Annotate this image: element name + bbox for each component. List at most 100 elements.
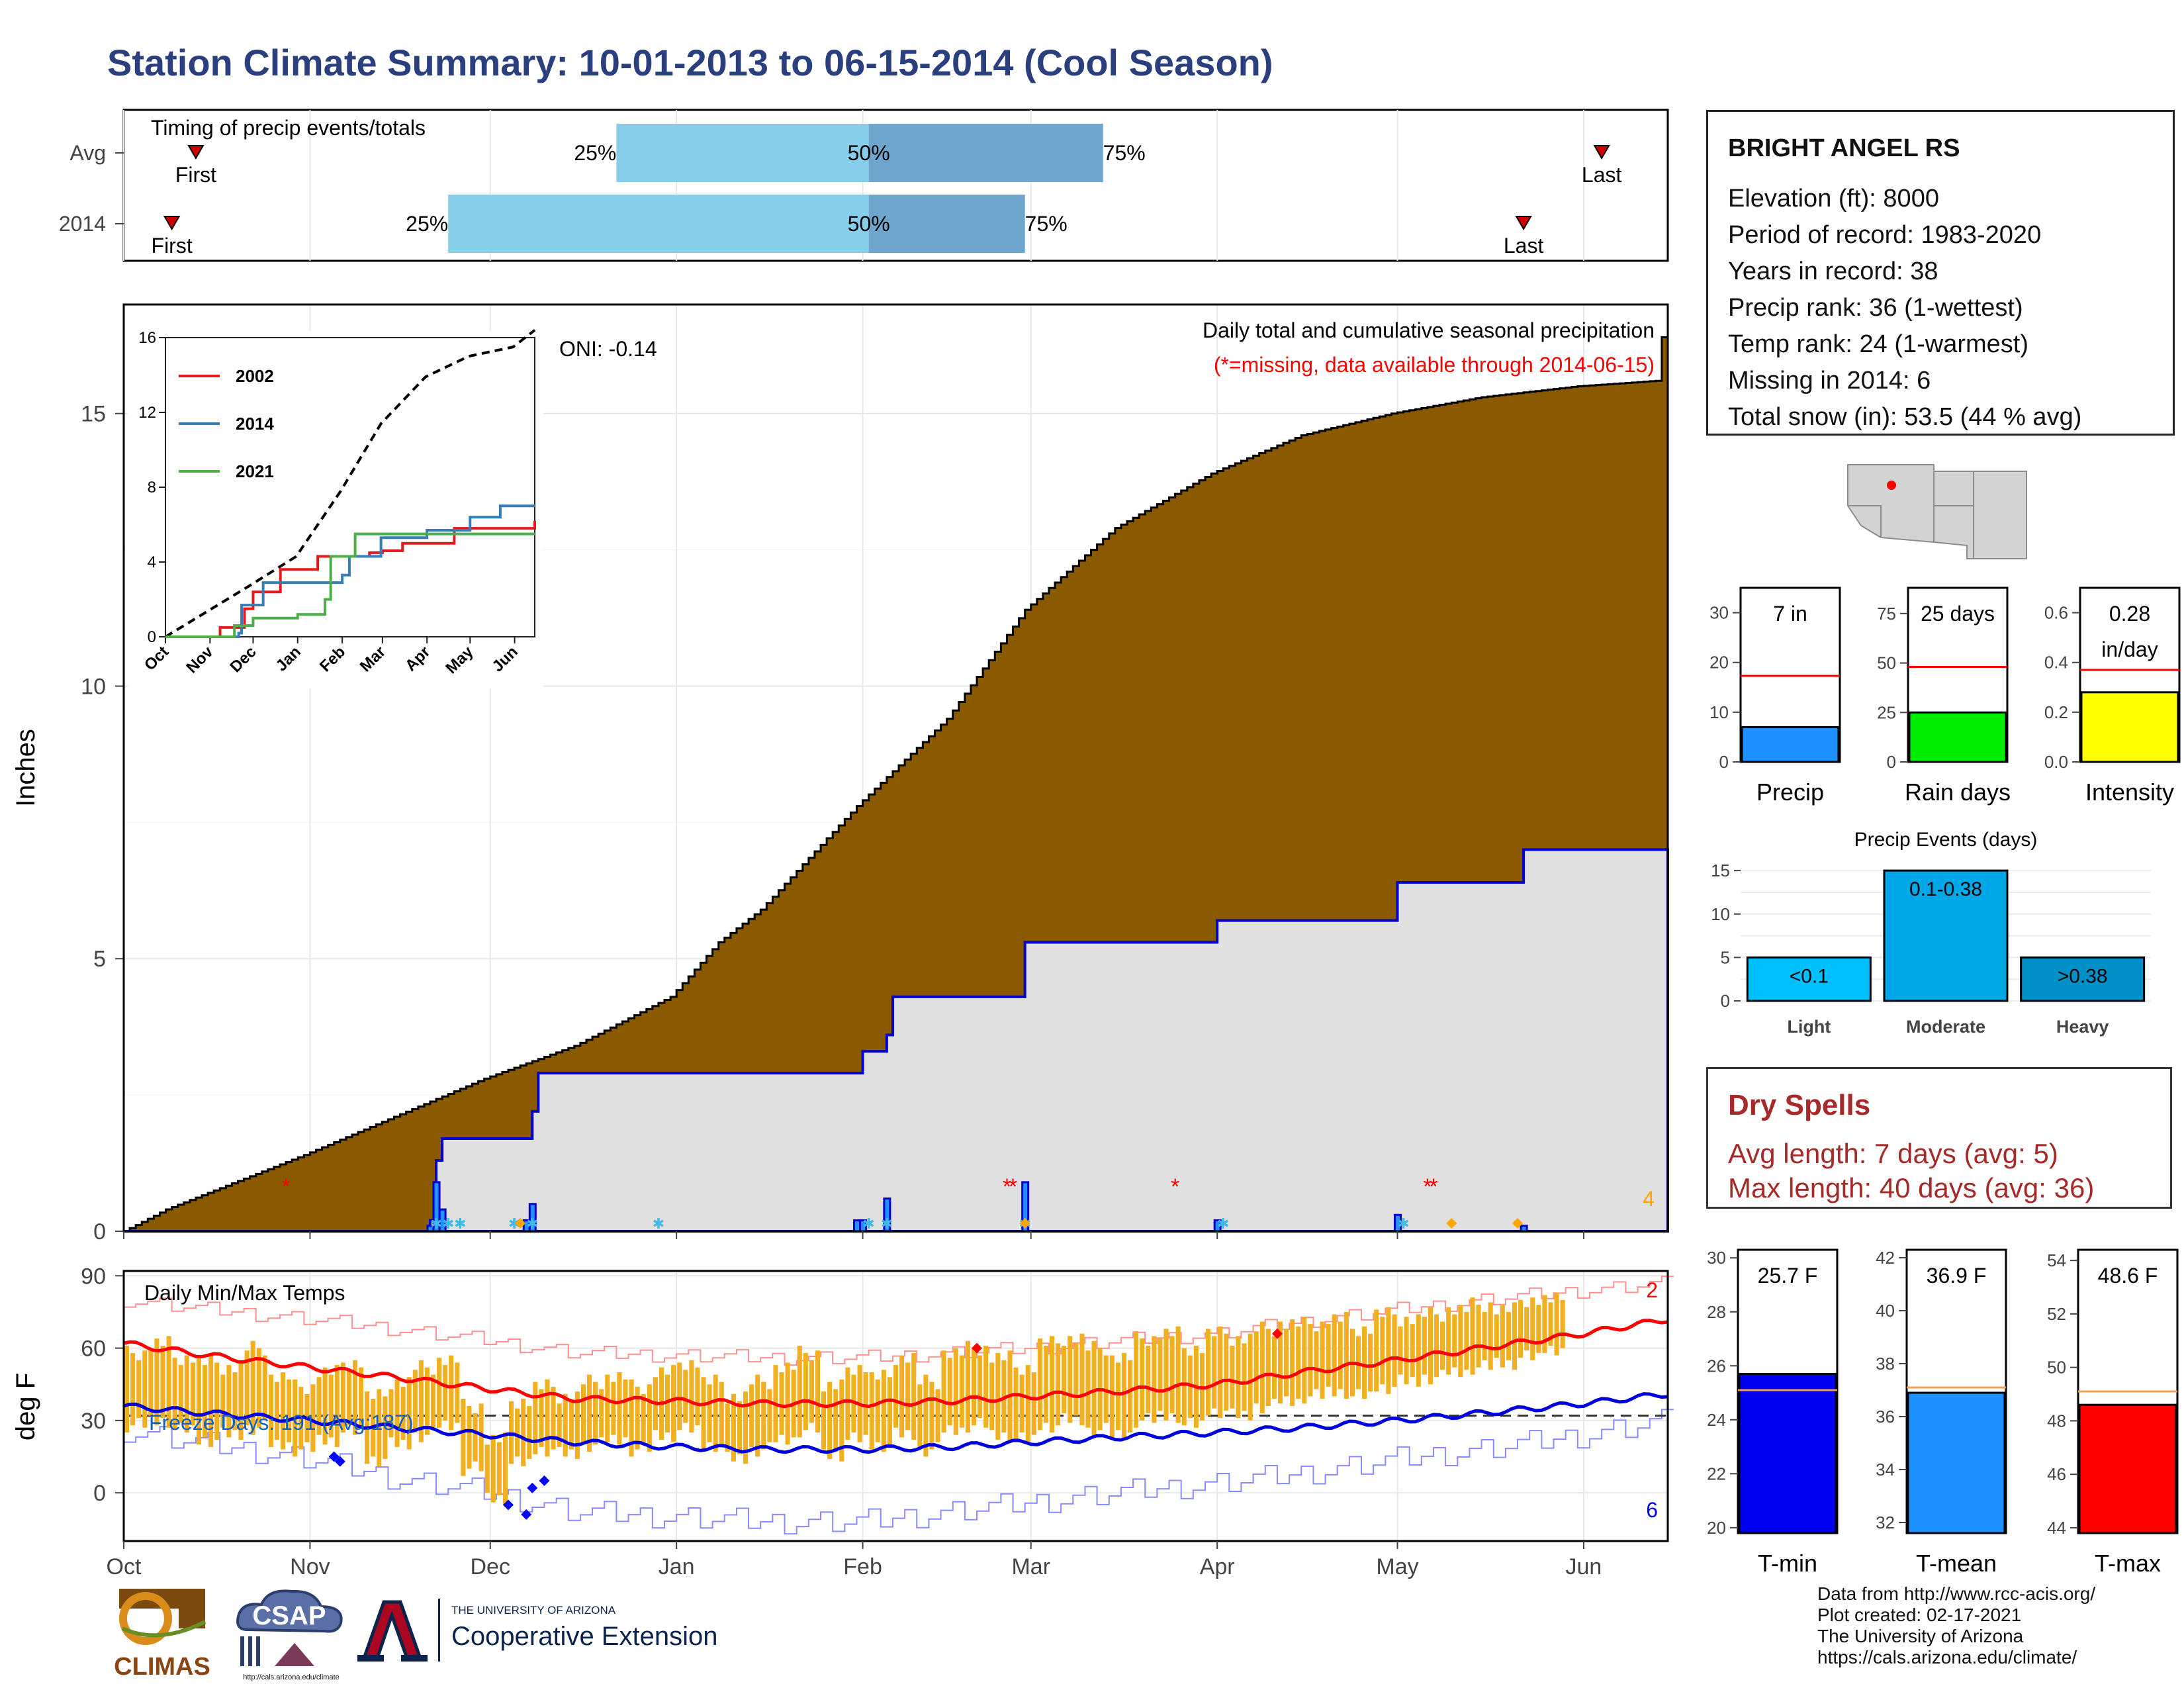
station-info-box: BRIGHT ANGEL RS Elevation (ft): 8000 Per… bbox=[1706, 110, 2175, 436]
daily-temp-bar bbox=[767, 1389, 772, 1442]
daily-temp-bar bbox=[521, 1399, 526, 1467]
summary-ytick-label: 50 bbox=[1877, 653, 1896, 673]
daily-temp-bar bbox=[527, 1406, 532, 1460]
daily-temp-bar bbox=[1476, 1305, 1481, 1368]
missing-mark: * bbox=[1003, 1174, 1011, 1199]
daily-temp-bar bbox=[203, 1365, 208, 1438]
daily-temp-bar bbox=[1542, 1295, 1547, 1353]
summary-category-label: Intensity bbox=[2085, 778, 2174, 806]
daily-temp-bar bbox=[316, 1377, 322, 1435]
timing-title: Timing of precip events/totals bbox=[151, 116, 426, 140]
temp-summary-panels: 20 22 24 26 28 30 25.7 F T-min 32 34 36 38 40 42 36.9 … bbox=[1707, 1248, 2179, 1577]
events-category-label: Heavy bbox=[2056, 1017, 2109, 1037]
daily-temp-bar bbox=[1482, 1311, 1487, 1360]
timing-label-50: 50% bbox=[848, 141, 890, 165]
daily-temp-bar bbox=[1464, 1311, 1469, 1370]
daily-temp-bar bbox=[580, 1384, 586, 1442]
daily-temp-bar bbox=[713, 1374, 718, 1452]
events-category-label: Moderate bbox=[1906, 1017, 1985, 1037]
daily-temp-bar bbox=[1332, 1314, 1337, 1397]
daily-temp-bar bbox=[593, 1382, 598, 1445]
daily-temp-bar bbox=[334, 1365, 340, 1447]
daily-temp-bar bbox=[1296, 1326, 1301, 1399]
daily-temp-bar bbox=[256, 1348, 261, 1428]
daily-temp-bar bbox=[244, 1350, 250, 1426]
daily-temp-bar bbox=[935, 1389, 940, 1442]
summary-value-label: 25.7 F bbox=[1758, 1264, 1818, 1288]
snow-mark: ✱ bbox=[454, 1215, 466, 1232]
ua-header-text: THE UNIVERSITY OF ARIZONA bbox=[451, 1604, 616, 1617]
events-ytick-label: 10 bbox=[1711, 904, 1730, 924]
station-name: BRIGHT ANGEL RS bbox=[1728, 134, 1960, 162]
daily-temp-bar bbox=[1308, 1324, 1313, 1397]
daily-temp-bar bbox=[166, 1336, 171, 1428]
daily-temp-bar bbox=[1536, 1305, 1541, 1353]
last-marker bbox=[1593, 145, 1610, 160]
record-low-count-label: 6 bbox=[1646, 1498, 1658, 1522]
daily-temp-bar bbox=[821, 1391, 827, 1450]
daily-temp-bar bbox=[539, 1389, 544, 1447]
daily-temp-bar bbox=[707, 1384, 712, 1442]
summary-ytick-label: 40 bbox=[1876, 1301, 1895, 1321]
snow-mark: ✱ bbox=[653, 1215, 664, 1232]
seasonal-2014-area bbox=[124, 848, 1669, 1233]
daily-temp-bar bbox=[196, 1358, 202, 1445]
events-ytick-label: 0 bbox=[1721, 991, 1730, 1011]
daily-temp-bar bbox=[911, 1352, 917, 1440]
daily-temp-bar bbox=[785, 1362, 790, 1445]
month-tick-label: Feb bbox=[843, 1554, 882, 1579]
daily-temp-bar bbox=[1265, 1329, 1271, 1406]
credit-line: The University of Arizona bbox=[1817, 1626, 2024, 1646]
summary-ytick-label: 0 bbox=[1719, 752, 1729, 772]
daily-temp-bar bbox=[839, 1379, 844, 1462]
timing-bar-50-75 bbox=[868, 195, 1025, 253]
daily-temp-bar bbox=[737, 1401, 743, 1454]
daily-temp-bar bbox=[1253, 1331, 1259, 1404]
station-info-line: Years in record: 38 bbox=[1728, 258, 1938, 285]
inset-series-2014 bbox=[165, 504, 535, 638]
summary-value-label: 36.9 F bbox=[1927, 1264, 1987, 1288]
summary-ytick-label: 42 bbox=[1876, 1248, 1895, 1268]
daily-temp-bar bbox=[1115, 1362, 1120, 1430]
daily-temp-bar bbox=[599, 1389, 604, 1438]
summary-ytick-label: 36 bbox=[1876, 1407, 1895, 1427]
timing-bar-50-75 bbox=[868, 124, 1103, 182]
temp-ytick-label: 30 bbox=[81, 1409, 106, 1434]
daily-temp-bar bbox=[262, 1355, 267, 1421]
daily-temp-bar bbox=[755, 1374, 760, 1457]
summary-ytick-label: 48 bbox=[2047, 1411, 2066, 1430]
daily-temp-bar bbox=[923, 1374, 929, 1457]
daily-temp-bar bbox=[947, 1358, 952, 1426]
daily-temp-bar bbox=[1163, 1329, 1169, 1421]
daily-temp-bar bbox=[1025, 1365, 1030, 1442]
daily-temp-bar bbox=[1284, 1329, 1289, 1397]
daily-temp-bar bbox=[959, 1355, 964, 1428]
missing-mark: * bbox=[1009, 1174, 1017, 1199]
daily-temp-bar bbox=[1362, 1326, 1367, 1399]
daily-temp-bar bbox=[815, 1350, 821, 1433]
daily-temp-bar bbox=[1446, 1307, 1451, 1375]
daily-temp-bar bbox=[496, 1442, 502, 1495]
main-charts: Timing of precip events/totals 25% 50% 75% F… bbox=[11, 109, 1674, 1579]
daily-temp-bar bbox=[978, 1355, 983, 1419]
daily-temp-bar bbox=[1277, 1321, 1283, 1404]
inset-ytick-label: 0 bbox=[148, 628, 156, 646]
daily-temp-bar bbox=[1392, 1314, 1397, 1387]
timing-chart: Timing of precip events/totals 25% 50% 75% F… bbox=[59, 109, 1669, 262]
events-bar-label: <0.1 bbox=[1790, 965, 1829, 987]
daily-temp-bar bbox=[983, 1345, 989, 1428]
daily-temp-bar bbox=[346, 1370, 351, 1426]
daily-temp-bar bbox=[1290, 1319, 1295, 1406]
events-category-label: Light bbox=[1787, 1017, 1831, 1037]
inset-frame bbox=[165, 337, 535, 637]
month-tick-label: Mar bbox=[1011, 1554, 1050, 1579]
daily-temp-bar bbox=[557, 1403, 562, 1447]
daily-temp-bar bbox=[779, 1372, 784, 1435]
daily-temp-bar bbox=[1121, 1352, 1126, 1440]
daily-temp-bar bbox=[310, 1384, 316, 1452]
daily-temp-bar bbox=[881, 1370, 886, 1452]
ua-name-text: Cooperative Extension bbox=[451, 1622, 717, 1651]
timing-label-75: 75% bbox=[1025, 212, 1068, 236]
